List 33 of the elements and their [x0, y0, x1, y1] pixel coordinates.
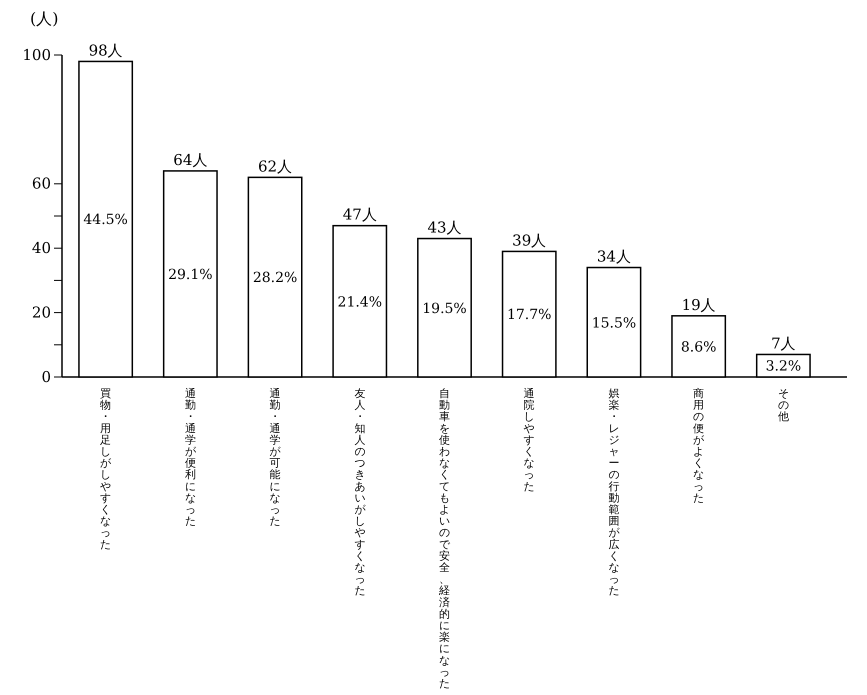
- y-tick-label: 0: [41, 368, 51, 386]
- category-label: 通勤・通学が便利になった: [184, 387, 196, 528]
- data-label: 43人: [427, 218, 462, 237]
- y-axis-title: (人): [30, 9, 58, 28]
- data-label: 47人: [342, 206, 377, 224]
- annotation: 8.6%: [680, 339, 716, 356]
- category-label: 友人・知人のつきあいがしやすくなった: [354, 387, 366, 598]
- y-tick-label: 100: [22, 46, 51, 64]
- category-label: 通院しやすくなった: [524, 387, 535, 493]
- annotation: 17.7%: [506, 307, 552, 324]
- annotation: 21.4%: [338, 294, 382, 310]
- category-label: 娯楽・レジャーの行動範囲が広くなった: [608, 387, 620, 598]
- y-tick-label: 40: [32, 239, 51, 257]
- y-tick-label: 60: [32, 174, 51, 193]
- category-label: 自動車を使わなくてもよいので安全、経済的に楽になった: [439, 387, 450, 690]
- data-label: 34人: [596, 248, 631, 266]
- category-label: 買物・用足しがしやすくなった: [100, 387, 112, 551]
- data-label: 64人: [173, 150, 208, 169]
- annotation: 28.2%: [252, 270, 298, 286]
- data-label: 19人: [682, 296, 716, 314]
- data-label: 62人: [258, 157, 292, 176]
- x-tick-label: その他: [778, 387, 789, 424]
- data-label: 39人: [512, 231, 546, 250]
- y-tick-label: 20: [32, 303, 51, 322]
- annotation: 44.5%: [83, 212, 128, 228]
- category-label: 商用の便がよくなった: [693, 387, 704, 504]
- annotation: 29.1%: [168, 266, 213, 283]
- category-label: 通勤・通学が可能になった: [270, 387, 281, 528]
- annotation: 15.5%: [592, 315, 636, 332]
- data-label: 7人: [771, 334, 796, 352]
- data-label: 98人: [88, 41, 123, 60]
- annotation: 3.2%: [766, 358, 802, 375]
- annotation: 19.5%: [422, 300, 467, 317]
